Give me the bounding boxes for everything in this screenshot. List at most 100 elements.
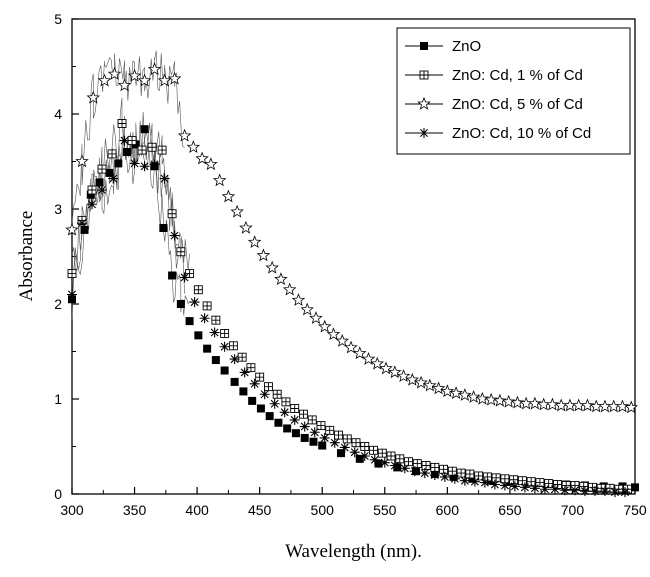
data-point	[328, 328, 339, 339]
data-point	[214, 175, 225, 186]
x-tick-label: 700	[561, 502, 585, 518]
data-point	[231, 206, 242, 217]
data-point	[256, 373, 264, 381]
data-point	[270, 399, 280, 409]
data-point	[240, 367, 250, 377]
data-point	[460, 476, 470, 486]
data-point	[299, 410, 307, 418]
data-point	[450, 474, 460, 484]
data-point	[510, 476, 518, 484]
data-point	[108, 174, 118, 184]
data-point	[292, 429, 300, 437]
data-point	[106, 169, 114, 177]
data-point	[250, 379, 260, 389]
data-point	[352, 439, 360, 447]
data-point	[221, 329, 229, 337]
data-point	[530, 483, 540, 493]
data-point	[610, 487, 620, 497]
data-point	[159, 224, 167, 232]
data-point	[205, 158, 216, 169]
data-point	[231, 378, 239, 386]
x-tick-label: 500	[311, 502, 335, 518]
data-point	[354, 347, 365, 358]
data-point	[620, 487, 630, 497]
data-point	[440, 472, 450, 482]
y-tick-label: 1	[54, 391, 62, 407]
data-point	[326, 426, 334, 434]
data-point	[470, 477, 480, 487]
data-point	[266, 412, 274, 420]
x-axis-title: Wavelength (nm).	[285, 541, 422, 562]
x-tick-label: 450	[248, 502, 272, 518]
data-point	[203, 345, 211, 353]
data-point	[186, 317, 194, 325]
data-point	[220, 342, 230, 352]
data-point	[600, 486, 610, 496]
data-point	[378, 449, 386, 457]
y-tick-label: 4	[54, 106, 62, 122]
data-point	[273, 390, 281, 398]
data-point	[249, 236, 260, 247]
data-point	[340, 442, 350, 452]
data-point	[337, 335, 348, 346]
data-point	[260, 389, 270, 399]
data-point	[390, 461, 400, 471]
data-point	[221, 367, 229, 375]
data-point	[405, 458, 413, 466]
x-tick-label: 350	[123, 502, 147, 518]
data-point	[475, 472, 483, 480]
data-point	[345, 342, 356, 353]
noise-line	[72, 98, 190, 271]
data-point	[247, 364, 255, 372]
data-point	[239, 387, 247, 395]
data-point	[466, 470, 474, 478]
data-point	[380, 458, 390, 468]
x-tick-label: 300	[60, 502, 84, 518]
data-point	[550, 484, 560, 494]
legend-marker	[420, 42, 428, 50]
legend-marker	[419, 128, 429, 138]
data-point	[210, 328, 220, 338]
data-point	[257, 405, 265, 413]
data-point	[570, 485, 580, 495]
data-point	[320, 433, 330, 443]
data-point	[158, 146, 166, 154]
data-point	[248, 397, 256, 405]
data-point	[540, 484, 550, 494]
data-point	[77, 218, 87, 228]
data-point	[293, 294, 304, 305]
data-point	[177, 248, 185, 256]
data-point	[203, 302, 211, 310]
data-point	[188, 141, 199, 152]
data-point	[97, 185, 107, 195]
data-point	[422, 462, 430, 470]
data-point	[330, 438, 340, 448]
data-point	[492, 474, 500, 482]
data-point	[200, 313, 210, 323]
data-point	[301, 434, 309, 442]
y-tick-label: 5	[54, 11, 62, 27]
data-point	[150, 159, 160, 169]
data-point	[308, 416, 316, 424]
data-point	[240, 222, 251, 233]
data-point	[631, 483, 639, 491]
data-point	[510, 481, 520, 491]
data-point	[264, 383, 272, 391]
data-point	[319, 321, 330, 332]
y-tick-label: 2	[54, 296, 62, 312]
data-point	[334, 431, 342, 439]
data-point	[290, 415, 300, 425]
data-point	[148, 143, 156, 151]
data-point	[370, 455, 380, 465]
data-point	[114, 159, 122, 167]
data-point	[343, 435, 351, 443]
legend-label: ZnO: Cd, 5 % of Cd	[452, 96, 583, 113]
data-point	[168, 272, 176, 280]
data-point	[291, 405, 299, 413]
data-point	[140, 161, 150, 171]
data-point	[123, 148, 131, 156]
y-axis-title: Absorbance	[16, 211, 37, 302]
data-point	[87, 199, 97, 209]
data-point	[212, 316, 220, 324]
data-point	[88, 186, 96, 194]
